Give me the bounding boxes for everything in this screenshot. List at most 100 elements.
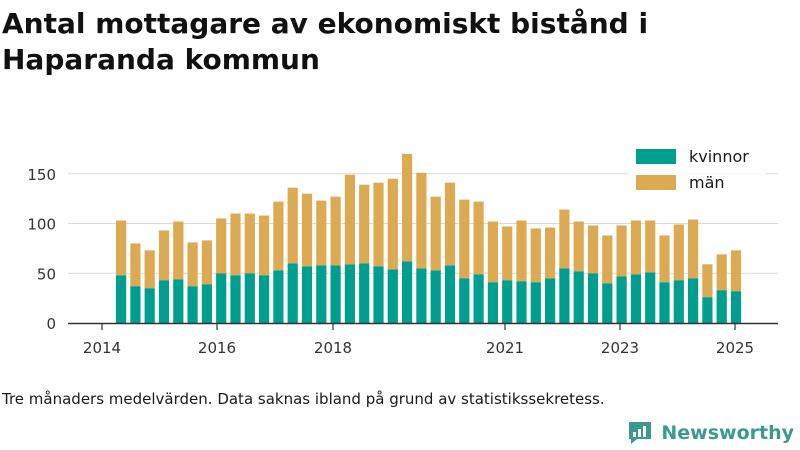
bar-kvinnor — [316, 265, 327, 323]
legend-label: kvinnor — [689, 147, 749, 166]
bars — [116, 153, 742, 323]
bar-man — [387, 178, 398, 270]
bar-man — [616, 225, 627, 277]
bar-man — [216, 218, 227, 274]
bar-man — [444, 182, 456, 266]
legend-swatch — [636, 175, 676, 190]
bar-kvinnor — [545, 278, 556, 323]
bar-kvinnor — [187, 286, 198, 323]
x-tick-label: 2021 — [486, 339, 524, 357]
bar-kvinnor — [201, 284, 212, 323]
bar-man — [516, 220, 527, 282]
bar-kvinnor — [559, 268, 570, 323]
bar-kvinnor — [402, 261, 413, 323]
bar-man — [473, 201, 484, 275]
bar-man — [630, 220, 641, 275]
bar-kvinnor — [230, 275, 241, 323]
x-tick-label: 2016 — [198, 339, 236, 357]
bar-kvinnor — [130, 286, 141, 323]
bar-man — [187, 242, 198, 287]
bar-kvinnor — [259, 275, 270, 323]
bar-man — [573, 221, 584, 272]
bar-kvinnor — [730, 291, 742, 323]
bar-kvinnor — [416, 268, 427, 323]
bar-kvinnor — [587, 273, 599, 323]
x-tick-label: 2018 — [314, 339, 352, 357]
x-tick-label: 2025 — [716, 339, 754, 357]
bar-man — [487, 221, 498, 283]
bar-man — [201, 240, 212, 285]
bar-man — [688, 219, 699, 279]
y-tick-label: 0 — [46, 315, 56, 333]
footnote: Tre månaders medelvärden. Data saknas ib… — [2, 390, 605, 408]
bar-kvinnor — [116, 275, 127, 323]
bar-kvinnor — [301, 266, 313, 323]
bar-kvinnor — [673, 280, 684, 323]
bar-man — [459, 199, 470, 279]
bar-kvinnor — [244, 273, 255, 323]
bar-man — [116, 220, 127, 276]
bar-kvinnor — [630, 274, 641, 323]
bar-man — [716, 254, 727, 291]
bar-kvinnor — [216, 273, 227, 323]
bar-kvinnor — [444, 265, 456, 323]
bar-kvinnor — [287, 263, 298, 323]
bar-kvinnor — [502, 280, 513, 323]
bar-man — [359, 184, 370, 264]
bar-man — [230, 213, 241, 276]
bar-man — [244, 213, 255, 274]
bar-man — [430, 196, 441, 271]
legend: kvinnor män — [628, 143, 766, 197]
bar-kvinnor — [487, 282, 498, 323]
bar-man — [158, 230, 170, 281]
bar-man — [559, 209, 570, 269]
bar-kvinnor — [602, 283, 613, 323]
bar-kvinnor — [659, 282, 670, 323]
bar-man — [301, 193, 313, 267]
bar-man — [316, 200, 327, 266]
bar-kvinnor — [473, 274, 484, 323]
bar-man — [173, 221, 184, 280]
bar-kvinnor — [688, 278, 699, 323]
y-tick-label: 150 — [27, 166, 56, 184]
bar-man — [344, 174, 355, 265]
brand: Newsworthy — [627, 420, 794, 446]
bar-man — [530, 228, 541, 283]
bar-kvinnor — [144, 288, 155, 323]
bar-man — [730, 250, 742, 292]
x-tick-label: 2023 — [601, 339, 639, 357]
bar-man — [673, 224, 684, 281]
x-axis: 2014 2016 2018 2021 2023 2025 — [68, 322, 778, 357]
bar-kvinnor — [387, 269, 398, 323]
bar-man — [402, 153, 413, 262]
page-title: Antal mottagare av ekonomiskt bistånd i … — [2, 7, 649, 76]
bar-man — [645, 220, 656, 273]
bar-man — [273, 201, 284, 271]
bar-kvinnor — [702, 297, 713, 323]
bar-man — [545, 227, 556, 279]
bar-man — [587, 225, 599, 274]
bar-kvinnor — [173, 279, 184, 323]
bar-man — [373, 182, 384, 267]
bar-kvinnor — [530, 282, 541, 323]
bar-kvinnor — [158, 280, 170, 323]
bar-kvinnor — [430, 270, 441, 323]
bar-man — [659, 235, 670, 283]
bar-kvinnor — [373, 266, 384, 323]
bar-man — [416, 172, 427, 269]
bar-kvinnor — [330, 265, 341, 323]
bar-kvinnor — [359, 263, 370, 323]
bar-man — [602, 235, 613, 284]
x-tick-label: 2014 — [83, 339, 121, 357]
brand-name: Newsworthy — [661, 422, 794, 444]
bar-kvinnor — [616, 276, 627, 323]
bar-kvinnor — [716, 290, 727, 323]
bar-kvinnor — [573, 271, 584, 323]
y-tick-label: 50 — [37, 265, 56, 283]
bar-man — [287, 187, 298, 264]
bar-man — [259, 215, 270, 276]
newsworthy-logo-icon — [629, 422, 652, 444]
legend-swatch — [636, 149, 676, 164]
legend-label: män — [689, 173, 725, 192]
